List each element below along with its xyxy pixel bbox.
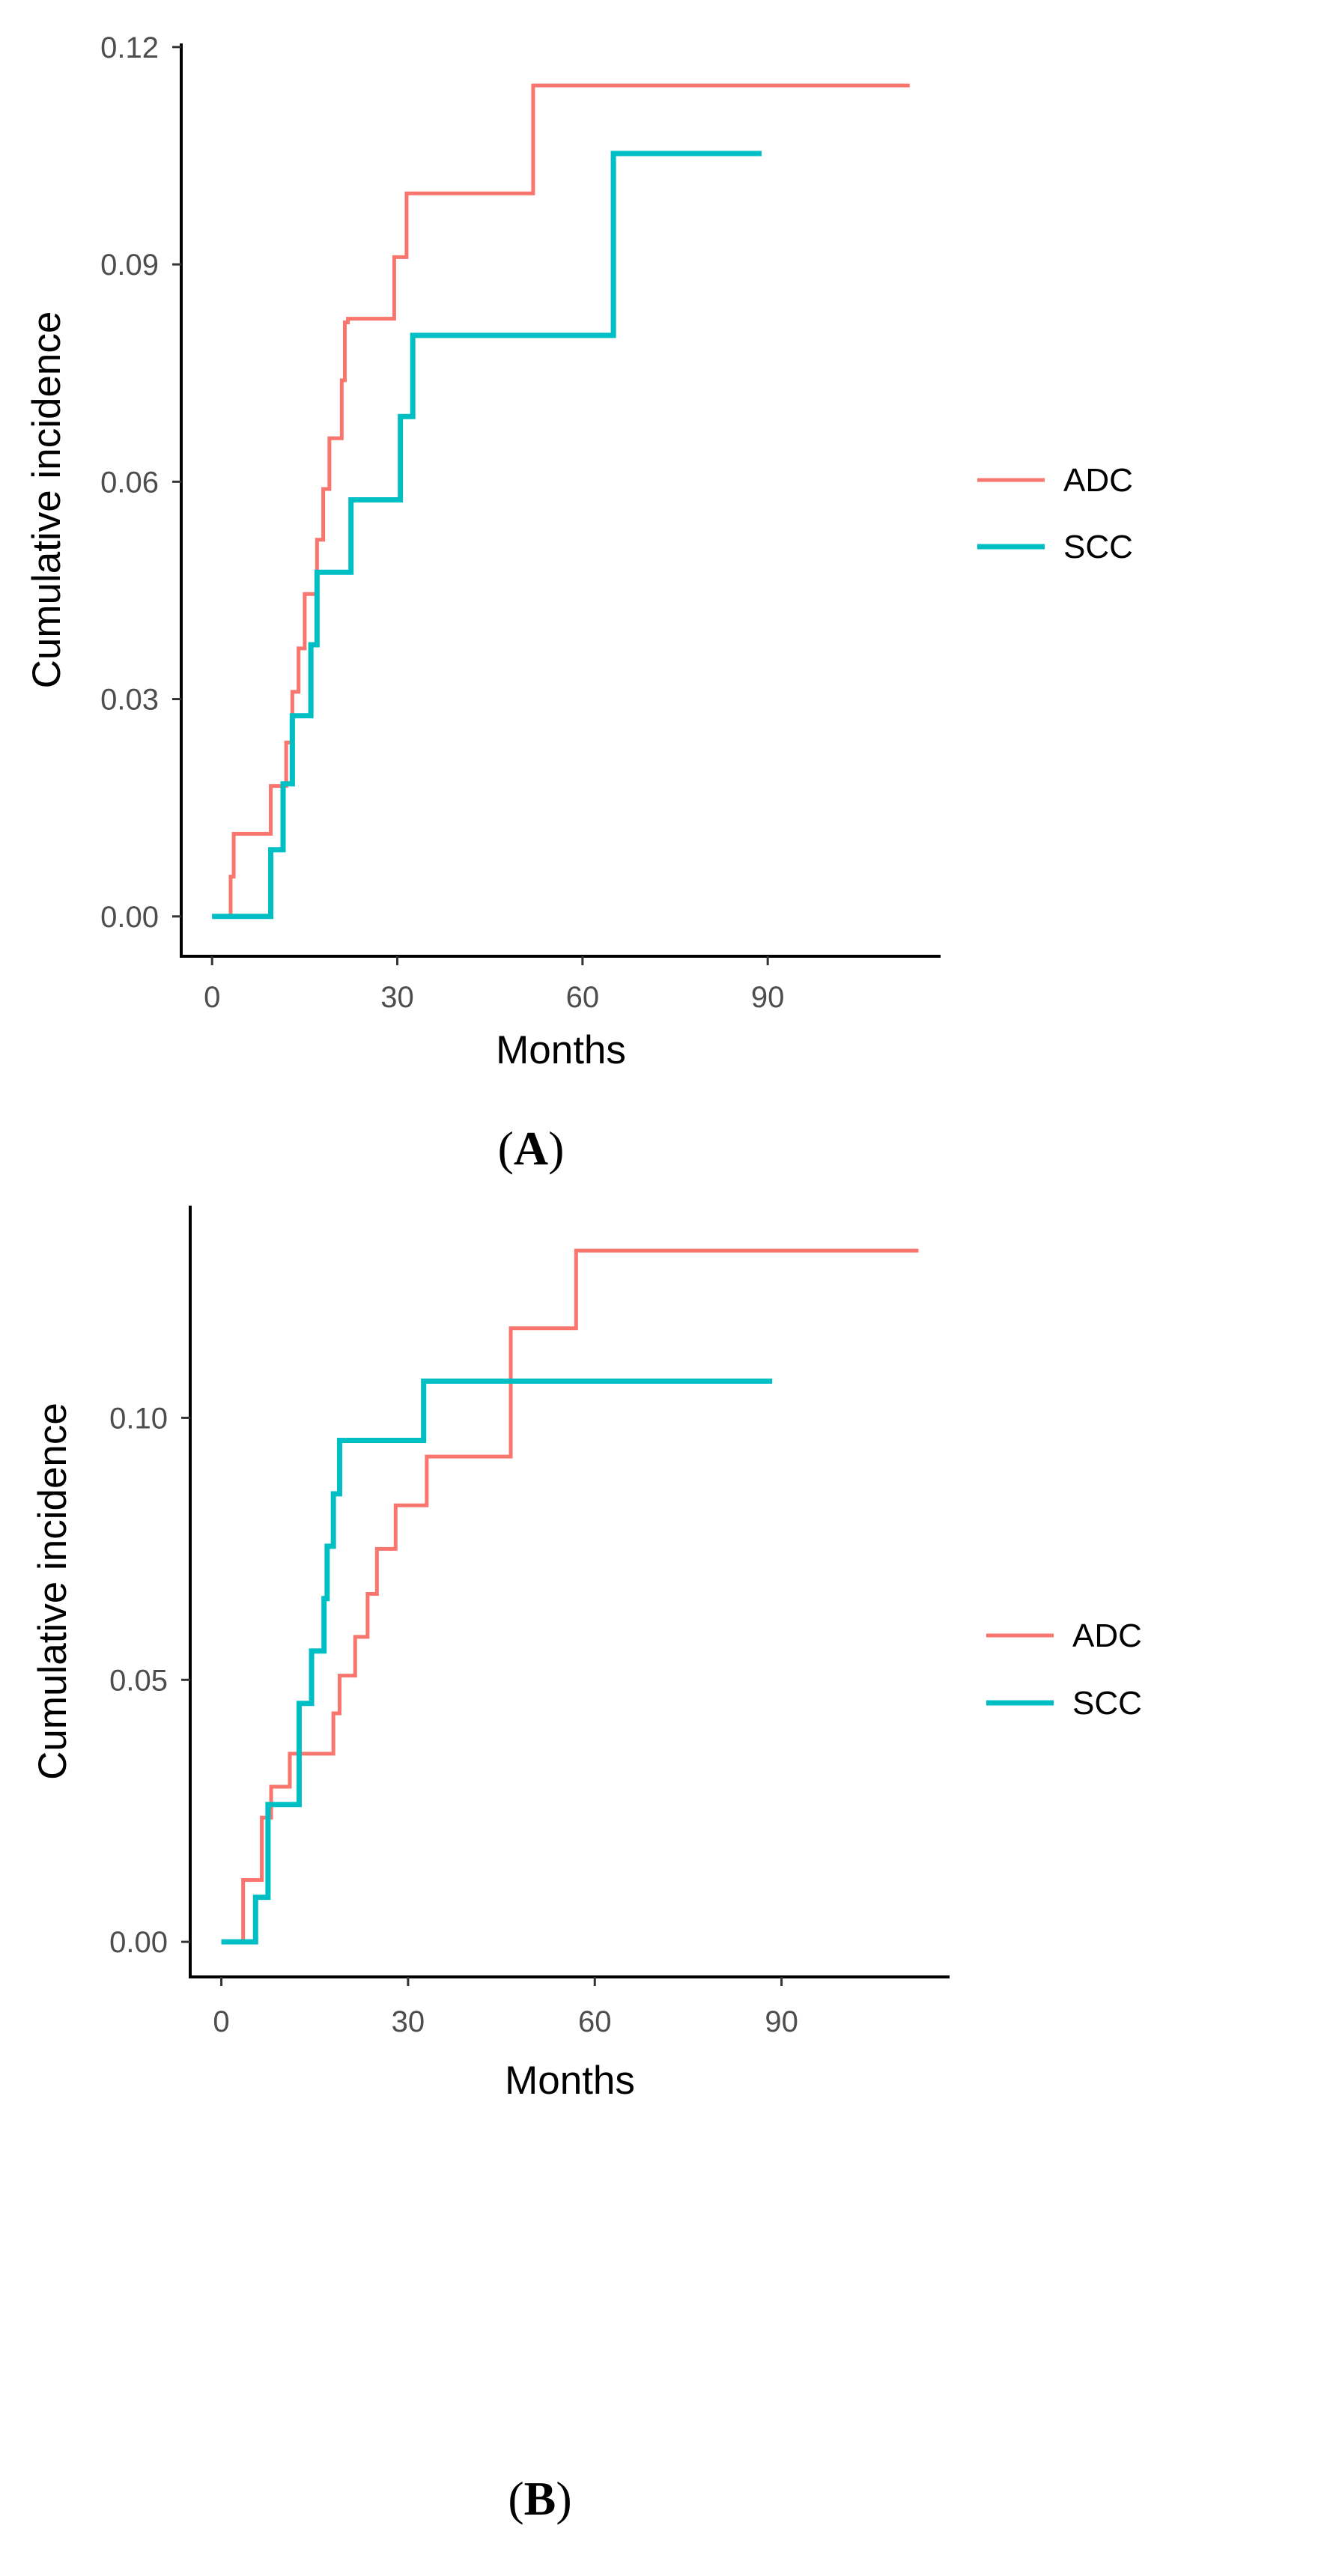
y-tick-label: 0.12	[100, 31, 159, 64]
legend-label-adc: ADC	[1063, 462, 1133, 499]
y-tick-label: 0.05	[109, 1664, 168, 1697]
x-tick-label: 90	[751, 981, 785, 1014]
panel-label-open: (	[508, 2472, 523, 2525]
y-tick-label: 0.09	[100, 249, 159, 282]
legend-label-scc: SCC	[1072, 1685, 1142, 1722]
y-axis-title: Cumulative incidence	[31, 1403, 75, 1780]
y-tick-label: 0.06	[100, 466, 159, 499]
x-tick-label: 30	[380, 981, 414, 1014]
series-line-adc	[212, 83, 910, 919]
x-tick-label: 30	[392, 2005, 425, 2038]
panel-label-letter: A	[514, 1122, 548, 1175]
y-tick-label: 0.00	[100, 901, 159, 934]
x-tick-label: 90	[765, 2005, 798, 2038]
x-tick-label: 0	[204, 981, 220, 1014]
y-tick-label: 0.03	[100, 684, 159, 717]
chart-panel-a: 0 30 60 90 0.00 0.03 0.06 0.09 0.12 Months Cumulat…	[25, 31, 1133, 1175]
panel-label-close: )	[548, 1122, 564, 1175]
panel-label: (B)	[508, 2472, 571, 2525]
series-line-scc	[221, 1378, 773, 1945]
legend-label-adc: ADC	[1072, 1617, 1142, 1654]
y-tick-label: 0.00	[109, 1926, 168, 1959]
x-tick-label: 0	[213, 2005, 229, 2038]
legend: ADC SCC	[977, 462, 1133, 565]
x-axis-title: Months	[496, 1028, 626, 1072]
panel-label-letter: B	[524, 2472, 556, 2525]
legend-label-scc: SCC	[1063, 529, 1133, 565]
y-tick-label: 0.10	[109, 1402, 168, 1435]
panel-label-close: )	[556, 2472, 571, 2525]
panel-label-open: (	[498, 1122, 514, 1175]
x-tick-label: 60	[578, 2005, 612, 2038]
series-line-scc	[212, 151, 762, 920]
chart-panel-b: 0 30 60 90 0.00 0.05 0.10 Months Cumulative inci…	[31, 1206, 1142, 2525]
x-axis-title: Months	[505, 2059, 635, 2103]
panel-label: (A)	[498, 1122, 565, 1175]
y-axis-title: Cumulative incidence	[25, 312, 69, 689]
legend: ADC SCC	[986, 1617, 1142, 1722]
x-tick-label: 60	[566, 981, 600, 1014]
